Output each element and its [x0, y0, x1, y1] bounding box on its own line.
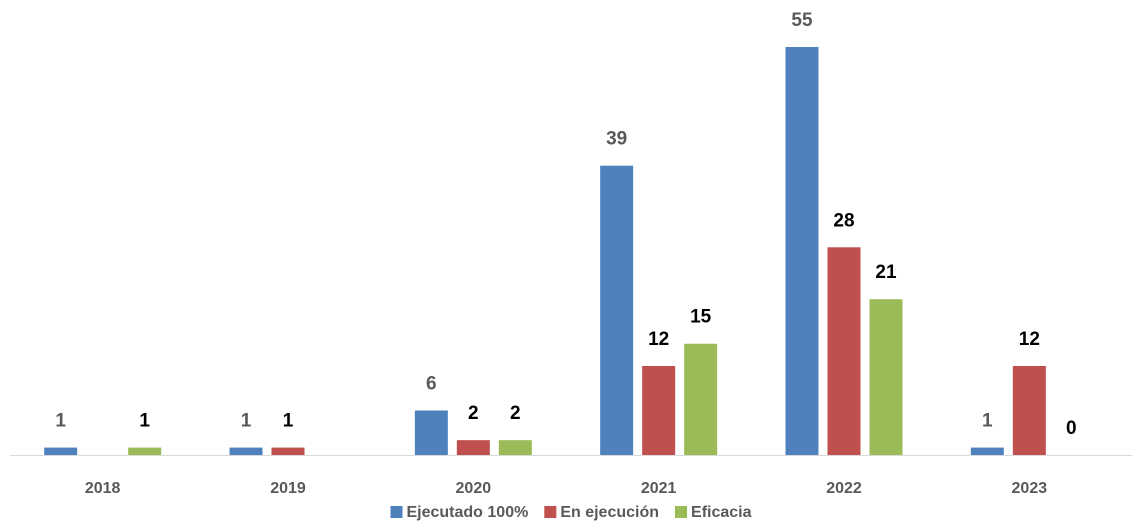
bar	[128, 447, 162, 455]
data-label: 21	[875, 262, 897, 283]
data-label: 0	[1066, 418, 1077, 439]
bar	[44, 447, 78, 455]
data-label: 1	[55, 411, 66, 432]
data-label: 15	[690, 307, 712, 328]
bar	[456, 440, 490, 455]
bar	[414, 410, 448, 455]
legend-swatch	[390, 506, 403, 518]
data-label: 2	[468, 403, 479, 424]
bar	[684, 343, 718, 455]
bar	[1012, 365, 1046, 455]
bar	[785, 47, 819, 455]
data-label: 6	[426, 374, 437, 395]
data-label: 39	[606, 129, 627, 150]
data-label: 1	[241, 411, 252, 432]
legend-swatch	[544, 506, 557, 518]
data-label: 1	[982, 411, 993, 432]
data-label: 28	[833, 210, 854, 231]
legend-swatch	[675, 506, 688, 518]
data-label: 55	[791, 10, 813, 31]
x-tick-label: 2022	[826, 480, 862, 497]
bar	[869, 299, 903, 455]
x-tick-label: 2018	[85, 480, 121, 497]
data-label: 12	[648, 329, 669, 350]
bar	[229, 447, 263, 455]
data-label: 1	[139, 411, 150, 432]
data-label: 12	[1019, 329, 1040, 350]
x-tick-label: 2021	[641, 480, 677, 497]
bar	[271, 447, 305, 455]
x-tick-label: 2019	[270, 480, 306, 497]
legend-label: En ejecución	[560, 504, 659, 521]
bar	[498, 440, 532, 455]
x-tick-label: 2020	[456, 480, 492, 497]
data-label: 2	[510, 403, 521, 424]
bar	[600, 165, 634, 455]
legend-label: Ejecutado 100%	[406, 504, 528, 521]
legend-label: Eficacia	[691, 504, 752, 521]
x-tick-label: 2023	[1012, 480, 1048, 497]
bar	[642, 365, 676, 455]
data-label: 1	[283, 411, 294, 432]
bar	[970, 447, 1004, 455]
bar	[827, 247, 861, 455]
